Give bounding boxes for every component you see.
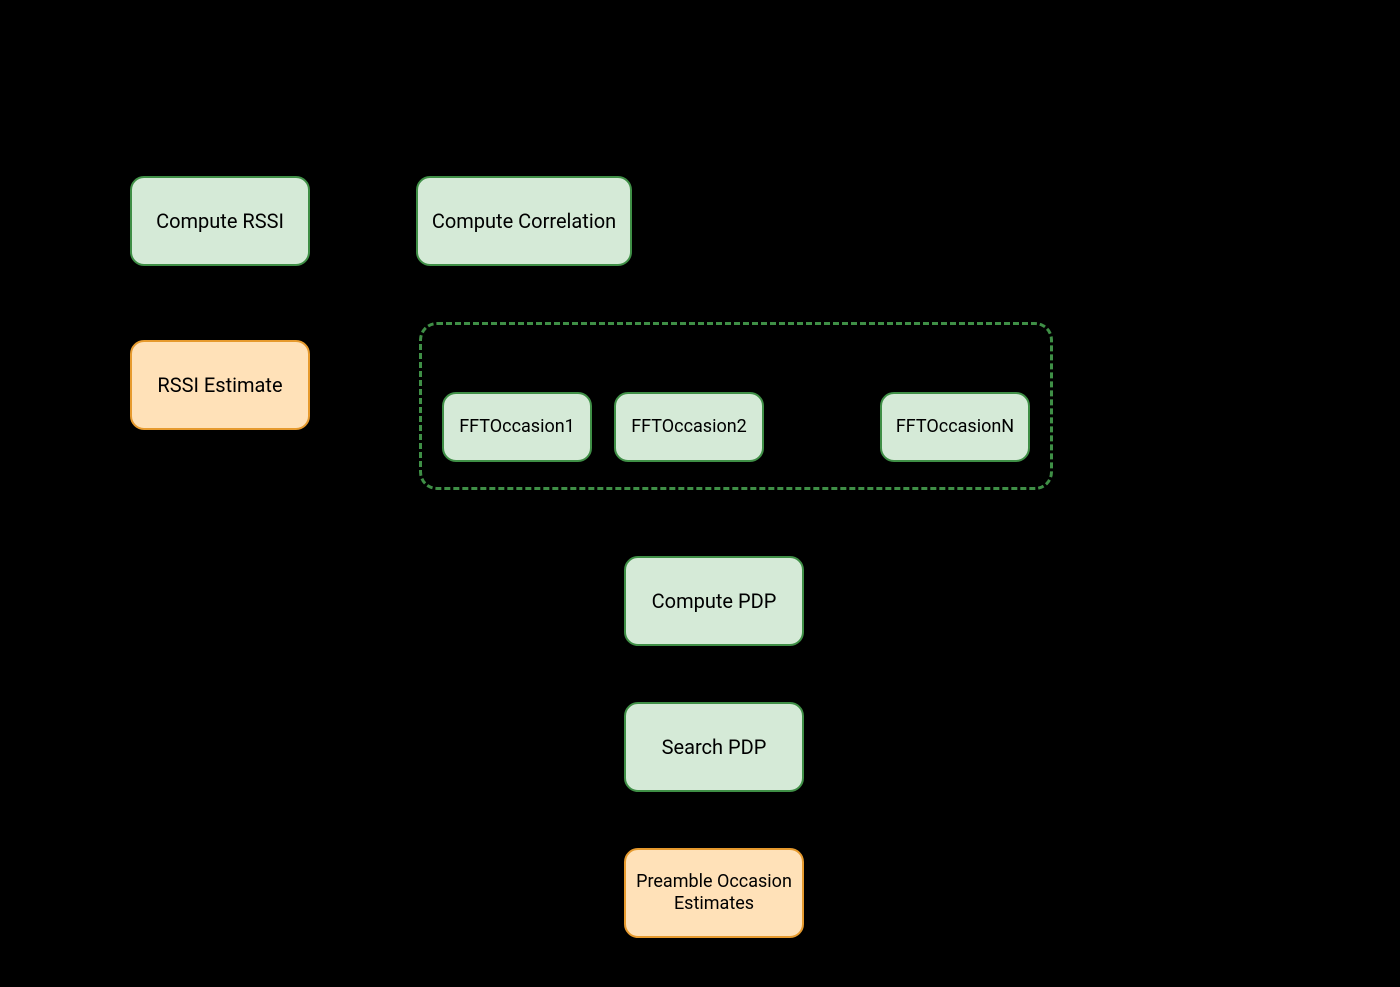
- ellipsis-text: . . . .: [785, 414, 849, 438]
- node-rssi-estimate: RSSI Estimate: [130, 340, 310, 430]
- node-fft-occasion-n: FFTOccasionN: [880, 392, 1030, 462]
- node-compute-rssi: Compute RSSI: [130, 176, 310, 266]
- diagram-canvas: Compute RSSI Compute Correlation RSSI Es…: [0, 0, 1400, 987]
- node-compute-pdp: Compute PDP: [624, 556, 804, 646]
- node-label: Preamble Occasion Estimates: [632, 871, 796, 916]
- node-label: Compute RSSI: [156, 209, 284, 234]
- node-label: Compute PDP: [652, 589, 777, 614]
- node-search-pdp: Search PDP: [624, 702, 804, 792]
- node-label: RSSI Estimate: [157, 373, 282, 398]
- node-label: FFTOccasion1: [459, 416, 575, 439]
- node-label: FFTOccasionN: [896, 416, 1014, 439]
- node-fft-occasion-2: FFTOccasion2: [614, 392, 764, 462]
- ellipsis: . . . .: [785, 414, 849, 438]
- node-label: Compute Correlation: [432, 209, 616, 234]
- node-preamble-estimates: Preamble Occasion Estimates: [624, 848, 804, 938]
- node-compute-correlation: Compute Correlation: [416, 176, 632, 266]
- node-fft-occasion-1: FFTOccasion1: [442, 392, 592, 462]
- node-label: Search PDP: [662, 735, 767, 760]
- node-label: FFTOccasion2: [631, 416, 747, 439]
